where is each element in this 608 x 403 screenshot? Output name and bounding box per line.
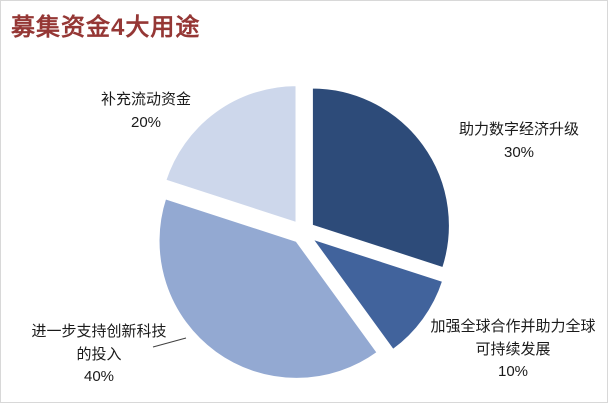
slice-pct-digital-economy: 30%	[503, 143, 535, 161]
slice-pct-working-capital: 20%	[130, 113, 162, 131]
slice-pct-global-cooperation: 10%	[497, 363, 529, 380]
slice-callout-working-capital: 补充流动资金 20%	[71, 89, 221, 134]
slice-label-innovation-tech: 进一步支持创新科技的投入	[31, 323, 167, 363]
slice-label-working-capital: 补充流动资金	[100, 91, 191, 108]
slice-label-digital-economy: 助力数字经济升级	[458, 121, 579, 138]
slice-label-global-cooperation: 加强全球合作并助力全球可持续发展	[430, 318, 596, 358]
chart-title: 募集资金4大用途	[11, 14, 201, 41]
pie-slice-1	[309, 236, 445, 352]
slice-pct-innovation-tech: 40%	[83, 368, 115, 385]
slice-callout-global-cooperation: 加强全球合作并助力全球可持续发展 10%	[429, 316, 597, 384]
slice-callout-innovation-tech: 进一步支持创新科技的投入 40%	[29, 321, 169, 389]
slice-callout-digital-economy: 助力数字经济升级 30%	[439, 119, 599, 164]
leader-line-innovation-tech	[152, 337, 187, 348]
pie-slice-2	[157, 196, 380, 380]
pie-slice-0	[310, 86, 451, 270]
pie-slice-3	[164, 84, 298, 225]
